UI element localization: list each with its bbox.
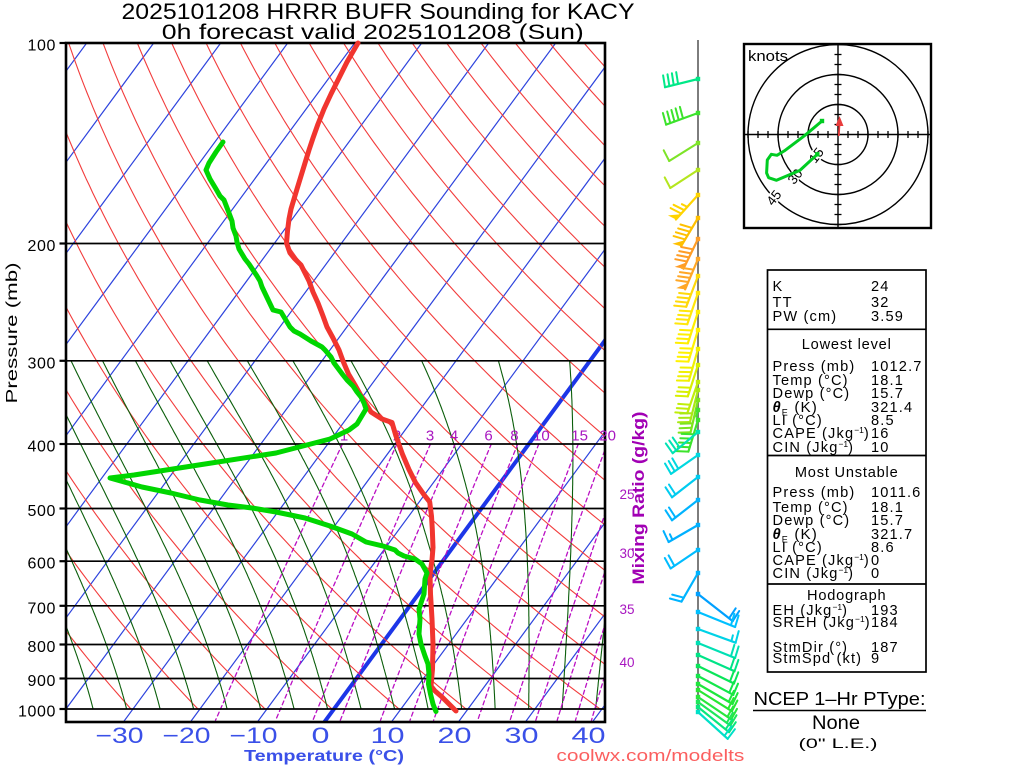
svg-text:0h forecast valid 2025101208 (: 0h forecast valid 2025101208 (Sun) <box>162 21 584 44</box>
svg-text:Pressure (mb): Pressure (mb) <box>4 263 21 404</box>
svg-text:knots: knots <box>748 49 788 65</box>
svg-text:−30: −30 <box>96 723 144 748</box>
svg-text:35: 35 <box>619 602 634 617</box>
svg-text:Press (mb): Press (mb) <box>773 485 856 501</box>
svg-text:StmSpd (kt): StmSpd (kt) <box>773 651 863 667</box>
svg-text:Lowest level: Lowest level <box>802 337 892 353</box>
svg-text:25: 25 <box>619 487 634 502</box>
svg-text:1000: 1000 <box>18 704 56 721</box>
svg-text:24: 24 <box>871 279 890 295</box>
svg-text:Most Unstable: Most Unstable <box>795 465 899 481</box>
svg-text:500: 500 <box>28 503 57 520</box>
svg-text:NCEP 1–Hr PType:: NCEP 1–Hr PType: <box>754 689 926 709</box>
svg-text:K: K <box>773 279 784 295</box>
svg-text:None: None <box>812 713 860 734</box>
svg-text:4: 4 <box>450 428 458 445</box>
svg-text:9: 9 <box>871 651 880 667</box>
svg-text:0: 0 <box>871 566 880 582</box>
svg-text:6: 6 <box>484 428 492 445</box>
svg-text:15: 15 <box>571 428 588 445</box>
svg-text:−10: −10 <box>230 723 278 748</box>
svg-text:700: 700 <box>28 600 57 617</box>
svg-text:600: 600 <box>28 556 57 573</box>
svg-text:300: 300 <box>28 355 57 372</box>
svg-text:10: 10 <box>371 723 405 748</box>
svg-text:900: 900 <box>28 673 57 690</box>
svg-text:(0" L.E.): (0" L.E.) <box>799 736 878 751</box>
svg-text:30: 30 <box>505 723 539 748</box>
svg-text:3.59: 3.59 <box>871 309 904 325</box>
svg-text:200: 200 <box>28 238 57 255</box>
svg-text:800: 800 <box>28 639 57 656</box>
svg-text:0: 0 <box>312 723 330 748</box>
svg-text:Temperature (°C): Temperature (°C) <box>244 748 404 765</box>
svg-text:20: 20 <box>438 723 472 748</box>
svg-text:30: 30 <box>619 546 634 561</box>
svg-text:184: 184 <box>871 615 899 631</box>
svg-text:10: 10 <box>871 440 890 456</box>
svg-text:PW (cm): PW (cm) <box>773 309 838 325</box>
svg-text:100: 100 <box>28 38 57 55</box>
svg-text:40: 40 <box>619 655 634 670</box>
svg-text:Hodograph: Hodograph <box>807 588 886 604</box>
svg-text:1011.6: 1011.6 <box>871 485 921 501</box>
svg-text:10: 10 <box>533 428 550 445</box>
svg-text:400: 400 <box>28 439 57 456</box>
svg-text:8: 8 <box>510 428 518 445</box>
svg-text:−20: −20 <box>163 723 211 748</box>
svg-text:40: 40 <box>572 723 606 748</box>
svg-text:3: 3 <box>426 428 434 445</box>
svg-text:coolwx.com/modelts: coolwx.com/modelts <box>556 747 744 765</box>
svg-text:20: 20 <box>599 428 616 445</box>
